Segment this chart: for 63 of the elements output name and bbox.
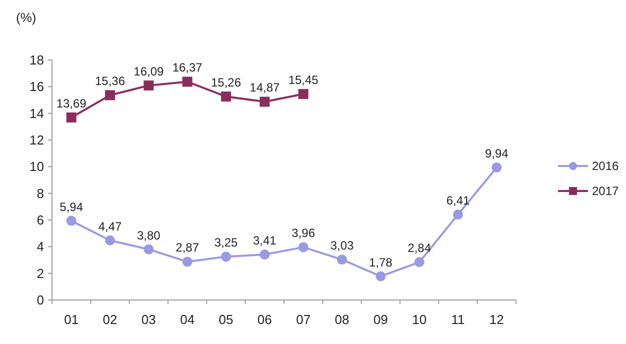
point	[298, 89, 308, 99]
x-tick-label: 12	[489, 312, 504, 327]
y-tick-label: 2	[36, 266, 44, 281]
point	[221, 252, 231, 262]
x-tick-label: 01	[64, 312, 79, 327]
point	[492, 162, 502, 172]
data-label: 6,41	[446, 194, 470, 208]
point	[221, 92, 231, 102]
data-label: 15,36	[94, 74, 126, 88]
y-tick-label: 10	[30, 159, 44, 174]
x-tick-label: 08	[334, 312, 350, 327]
data-label: 15,45	[288, 73, 319, 87]
point	[182, 76, 192, 87]
data-label: 14,87	[250, 80, 280, 95]
y-tick-label: 14	[30, 106, 44, 121]
data-label: 3,25	[214, 236, 238, 250]
point	[298, 242, 308, 252]
data-label: 16,09	[134, 64, 164, 78]
y-tick-label: 6	[36, 212, 44, 228]
point	[414, 257, 424, 268]
legend-label: 2016	[592, 159, 620, 174]
y-tick-label: 16	[30, 79, 44, 94]
point	[105, 235, 115, 246]
x-tick-label: 04	[180, 312, 195, 327]
data-label: 4,47	[98, 219, 122, 234]
data-label: 16,37	[172, 60, 203, 75]
y-tick-label: 8	[36, 186, 44, 201]
x-tick-label: 02	[102, 312, 118, 327]
x-tick-label: 09	[373, 312, 388, 327]
point	[66, 112, 76, 122]
y-tick-label: 0	[36, 292, 44, 308]
point	[144, 80, 154, 90]
point	[376, 271, 386, 282]
x-tick-label: 05	[218, 312, 234, 327]
point	[182, 256, 192, 267]
data-label: 3,80	[136, 228, 161, 242]
data-label: 15,26	[210, 76, 242, 90]
data-label: 13,69	[56, 96, 87, 110]
point	[66, 216, 76, 226]
x-tick-label: 07	[296, 312, 311, 327]
x-tick-label: 11	[451, 312, 465, 327]
data-label: 9,94	[484, 146, 509, 160]
point	[105, 90, 115, 100]
data-label: 3,41	[252, 234, 277, 248]
x-tick-label: 03	[141, 312, 156, 327]
legend-label: 2017	[592, 184, 620, 198]
point	[260, 96, 270, 107]
y-tick-label: 4	[36, 239, 44, 254]
point	[453, 210, 463, 220]
x-tick-label: 06	[257, 312, 272, 327]
y-axis-title: (%)	[16, 10, 36, 25]
data-label: 2,84	[408, 241, 432, 256]
data-label: 3,03	[330, 238, 354, 253]
data-label: 1,78	[368, 255, 393, 270]
y-tick-label: 18	[30, 52, 44, 68]
data-label: 3,96	[292, 226, 316, 240]
point	[260, 250, 270, 260]
data-label: 2,87	[176, 240, 200, 255]
y-tick-label: 12	[30, 132, 44, 148]
point	[144, 244, 154, 254]
data-label: 5,94	[60, 200, 84, 214]
point	[337, 254, 347, 265]
x-tick-label: 10	[412, 312, 427, 327]
